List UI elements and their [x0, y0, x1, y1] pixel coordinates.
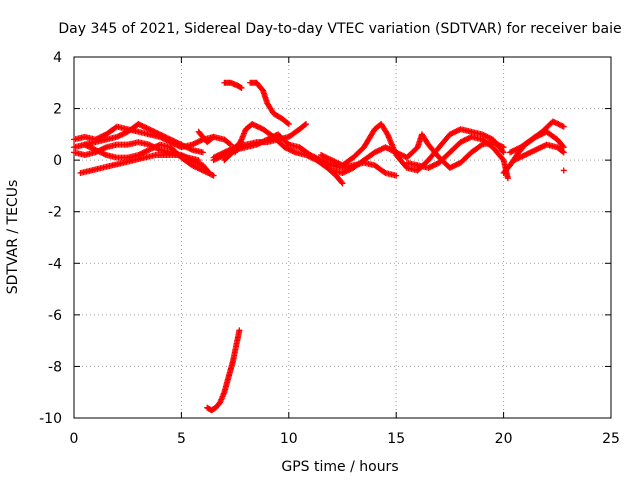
series-track-o — [507, 118, 567, 156]
series-track-h — [195, 128, 234, 148]
data-point — [499, 155, 506, 162]
data-point — [236, 327, 243, 334]
series-track-r — [247, 79, 292, 128]
series-track-k — [318, 121, 507, 174]
y-tick-label: 0 — [53, 153, 62, 169]
data-point — [381, 169, 388, 176]
y-tick-label: -10 — [39, 411, 62, 427]
data-point — [560, 149, 567, 156]
data-point — [210, 172, 217, 179]
data-point — [226, 140, 233, 147]
data-point — [302, 121, 309, 128]
data-point — [500, 149, 507, 156]
data-point — [477, 142, 484, 149]
data-point — [301, 121, 308, 128]
y-tick-label: -6 — [48, 308, 62, 324]
series-track-e — [81, 141, 217, 179]
series-track-c — [71, 139, 213, 177]
grid-lines — [74, 57, 611, 418]
data-point — [560, 144, 567, 151]
axis-ticks: 0 5 10 15 20 25 -10 -8 -6 -4 -2 0 2 4 — [39, 50, 620, 447]
data-point — [339, 180, 346, 187]
series-track-m — [403, 133, 511, 182]
data-point — [500, 144, 507, 151]
data-point — [285, 121, 292, 128]
data-point — [559, 148, 566, 155]
data-point — [338, 179, 345, 186]
data-point — [559, 143, 566, 150]
y-tick-label: -4 — [48, 256, 62, 272]
series-track-t — [560, 167, 567, 174]
data-point — [227, 141, 234, 148]
data-point — [238, 84, 245, 91]
y-tick-label: 4 — [53, 50, 62, 66]
plot-frame — [73, 56, 612, 419]
data-point — [504, 175, 511, 182]
data-points — [71, 79, 567, 414]
y-tick-label: -8 — [48, 359, 62, 375]
x-tick-label: 20 — [495, 431, 513, 447]
chart-title: Day 345 of 2021, Sidereal Day-to-day VTE… — [58, 21, 621, 37]
x-tick-label: 5 — [177, 431, 186, 447]
x-tick-label: 25 — [602, 431, 620, 447]
series-track-q — [221, 79, 245, 91]
x-tick-label: 0 — [70, 431, 79, 447]
x-tick-label: 15 — [387, 431, 405, 447]
data-point — [560, 123, 567, 130]
y-tick-label: 2 — [53, 102, 62, 118]
x-tick-label: 10 — [280, 431, 298, 447]
series-track-s — [204, 327, 243, 414]
y-axis-label: SDTVAR / TECUs — [5, 180, 21, 295]
data-point — [199, 149, 206, 156]
data-point — [284, 120, 291, 127]
x-axis-label: GPS time / hours — [281, 459, 398, 475]
y-tick-label: -2 — [48, 205, 62, 221]
data-point — [195, 157, 202, 164]
data-point — [560, 167, 567, 174]
data-point — [393, 172, 400, 179]
series-track-p — [511, 141, 567, 164]
